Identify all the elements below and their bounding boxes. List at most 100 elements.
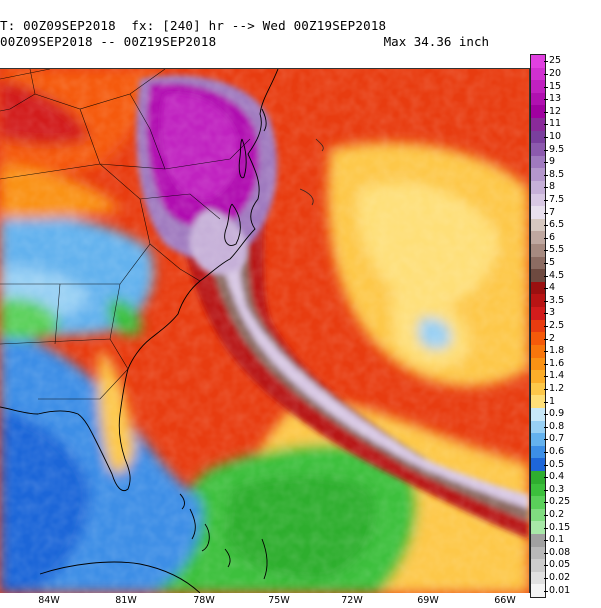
colorbar-swatch	[531, 206, 545, 220]
colorbar-tick	[544, 527, 548, 529]
colorbar-tick	[544, 99, 548, 101]
colorbar-swatch	[531, 433, 545, 447]
colorbar-label: 4	[549, 282, 556, 294]
colorbar-label: 1.8	[549, 345, 565, 357]
colorbar-tick	[544, 540, 548, 542]
colorbar-swatch	[531, 231, 545, 245]
colorbar-label: 0.9	[549, 408, 565, 420]
colorbar-tick	[544, 288, 548, 290]
colorbar-swatch	[531, 571, 545, 585]
gulf-coast	[0, 406, 39, 415]
colorbar-label: 0.01	[549, 584, 571, 596]
colorbar-label: 6.5	[549, 219, 565, 231]
colorbar-tick	[544, 212, 548, 214]
colorbar-tick	[544, 338, 548, 340]
precip-map	[0, 68, 530, 593]
colorbar-label: 0.25	[549, 496, 571, 508]
colorbar-tick	[544, 363, 548, 365]
colorbar-tick	[544, 262, 548, 264]
colorbar-swatch	[531, 533, 545, 547]
colorbar-tick	[544, 275, 548, 277]
colorbar-label: 1.4	[549, 370, 565, 382]
colorbar-label: 25	[549, 55, 562, 67]
colorbar-label: 10	[549, 130, 562, 142]
colorbar-label: 2.5	[549, 320, 565, 331]
colorbar-swatch	[531, 143, 545, 157]
colorbar-swatch	[531, 155, 545, 169]
colorbar-label: 15	[549, 80, 562, 92]
colorbar-tick	[544, 61, 548, 63]
colorbar-label: 0.2	[549, 509, 565, 521]
colorbar-tick	[544, 326, 548, 327]
colorbar-swatch	[531, 80, 545, 94]
colorbar-tick	[544, 590, 548, 592]
colorbar-swatch	[531, 445, 545, 459]
colorbar-swatch	[531, 281, 545, 295]
colorbar-label: 0.02	[549, 572, 571, 584]
colorbar-label: 20	[549, 67, 562, 79]
colorbar-label: 5	[549, 256, 556, 268]
longitude-label: 75W	[268, 595, 290, 606]
colorbar-label: 0.7	[549, 433, 565, 445]
colorbar-swatch	[531, 382, 545, 396]
colorbar-tick	[544, 515, 548, 517]
colorbar-swatch	[531, 344, 545, 358]
colorbar-label: 4.5	[549, 269, 565, 281]
colorbar-swatch	[531, 508, 545, 522]
colorbar-tick	[544, 477, 548, 479]
colorbar-tick	[544, 86, 548, 88]
colorbar-label: 3.5	[549, 294, 565, 306]
colorbar-tick	[544, 73, 548, 75]
colorbar-swatch	[531, 496, 545, 510]
colorbar-label: 1.6	[549, 357, 565, 369]
colorbar-swatch	[531, 395, 545, 409]
colorbar-label: 0.5	[549, 458, 565, 470]
colorbar-tick	[544, 464, 548, 466]
colorbar-swatch	[531, 168, 545, 182]
colorbar-swatch	[531, 546, 545, 560]
colorbar-tick	[544, 124, 548, 126]
colorbar-tick	[544, 162, 548, 164]
colorbar-label: 7	[549, 206, 556, 218]
colorbar-swatch	[531, 407, 545, 421]
colorbar-label: 8.5	[549, 168, 565, 180]
colorbar-tick	[544, 401, 548, 403]
header-run-info: T: 00Z09SEP2018 fx: [240] hr --> Wed 00Z…	[0, 18, 387, 33]
longitude-label: 81W	[115, 595, 137, 606]
colorbar-label: 0.6	[549, 446, 565, 458]
colorbar-label: 0.15	[549, 521, 571, 533]
colorbar-swatch	[531, 483, 545, 497]
colorbar-label: 8	[549, 181, 556, 193]
colorbar-tick	[544, 199, 548, 201]
colorbar-label: 1	[549, 395, 556, 407]
colorbar-label: 0.08	[549, 546, 571, 558]
chesapeake-bay	[238, 138, 247, 179]
colorbar-tick	[544, 250, 548, 252]
colorbar-label: 0.05	[549, 559, 571, 571]
longitude-label: 69W	[417, 595, 439, 606]
colorbar-swatch	[531, 181, 545, 195]
colorbar-tick	[544, 174, 548, 176]
colorbar-tick	[544, 237, 548, 239]
colorbar-swatch	[531, 244, 545, 258]
colorbar-tick	[544, 578, 548, 580]
longitude-label: 72W	[341, 595, 363, 606]
colorbar-swatch	[531, 458, 545, 472]
colorbar-label: 0.4	[549, 471, 565, 483]
colorbar-swatch	[531, 420, 545, 434]
colorbar-tick	[544, 149, 548, 151]
colorbar-swatch	[531, 559, 545, 573]
colorbar-label: 0.1	[549, 534, 565, 546]
colorbar-swatch	[531, 307, 545, 321]
delaware-bay	[261, 108, 267, 132]
colorbar-tick	[544, 389, 548, 391]
colorbar-swatch	[531, 332, 545, 346]
colorbar-tick	[544, 426, 548, 428]
header-accum-period: 00Z09SEP2018 -- 00Z19SEP2018	[0, 34, 217, 49]
pamlico-sound	[224, 203, 241, 246]
colorbar	[530, 54, 546, 598]
state-borders	[0, 69, 251, 400]
colorbar-tick	[544, 187, 548, 189]
colorbar-label: 9	[549, 156, 556, 168]
colorbar-label: 1.2	[549, 383, 565, 395]
